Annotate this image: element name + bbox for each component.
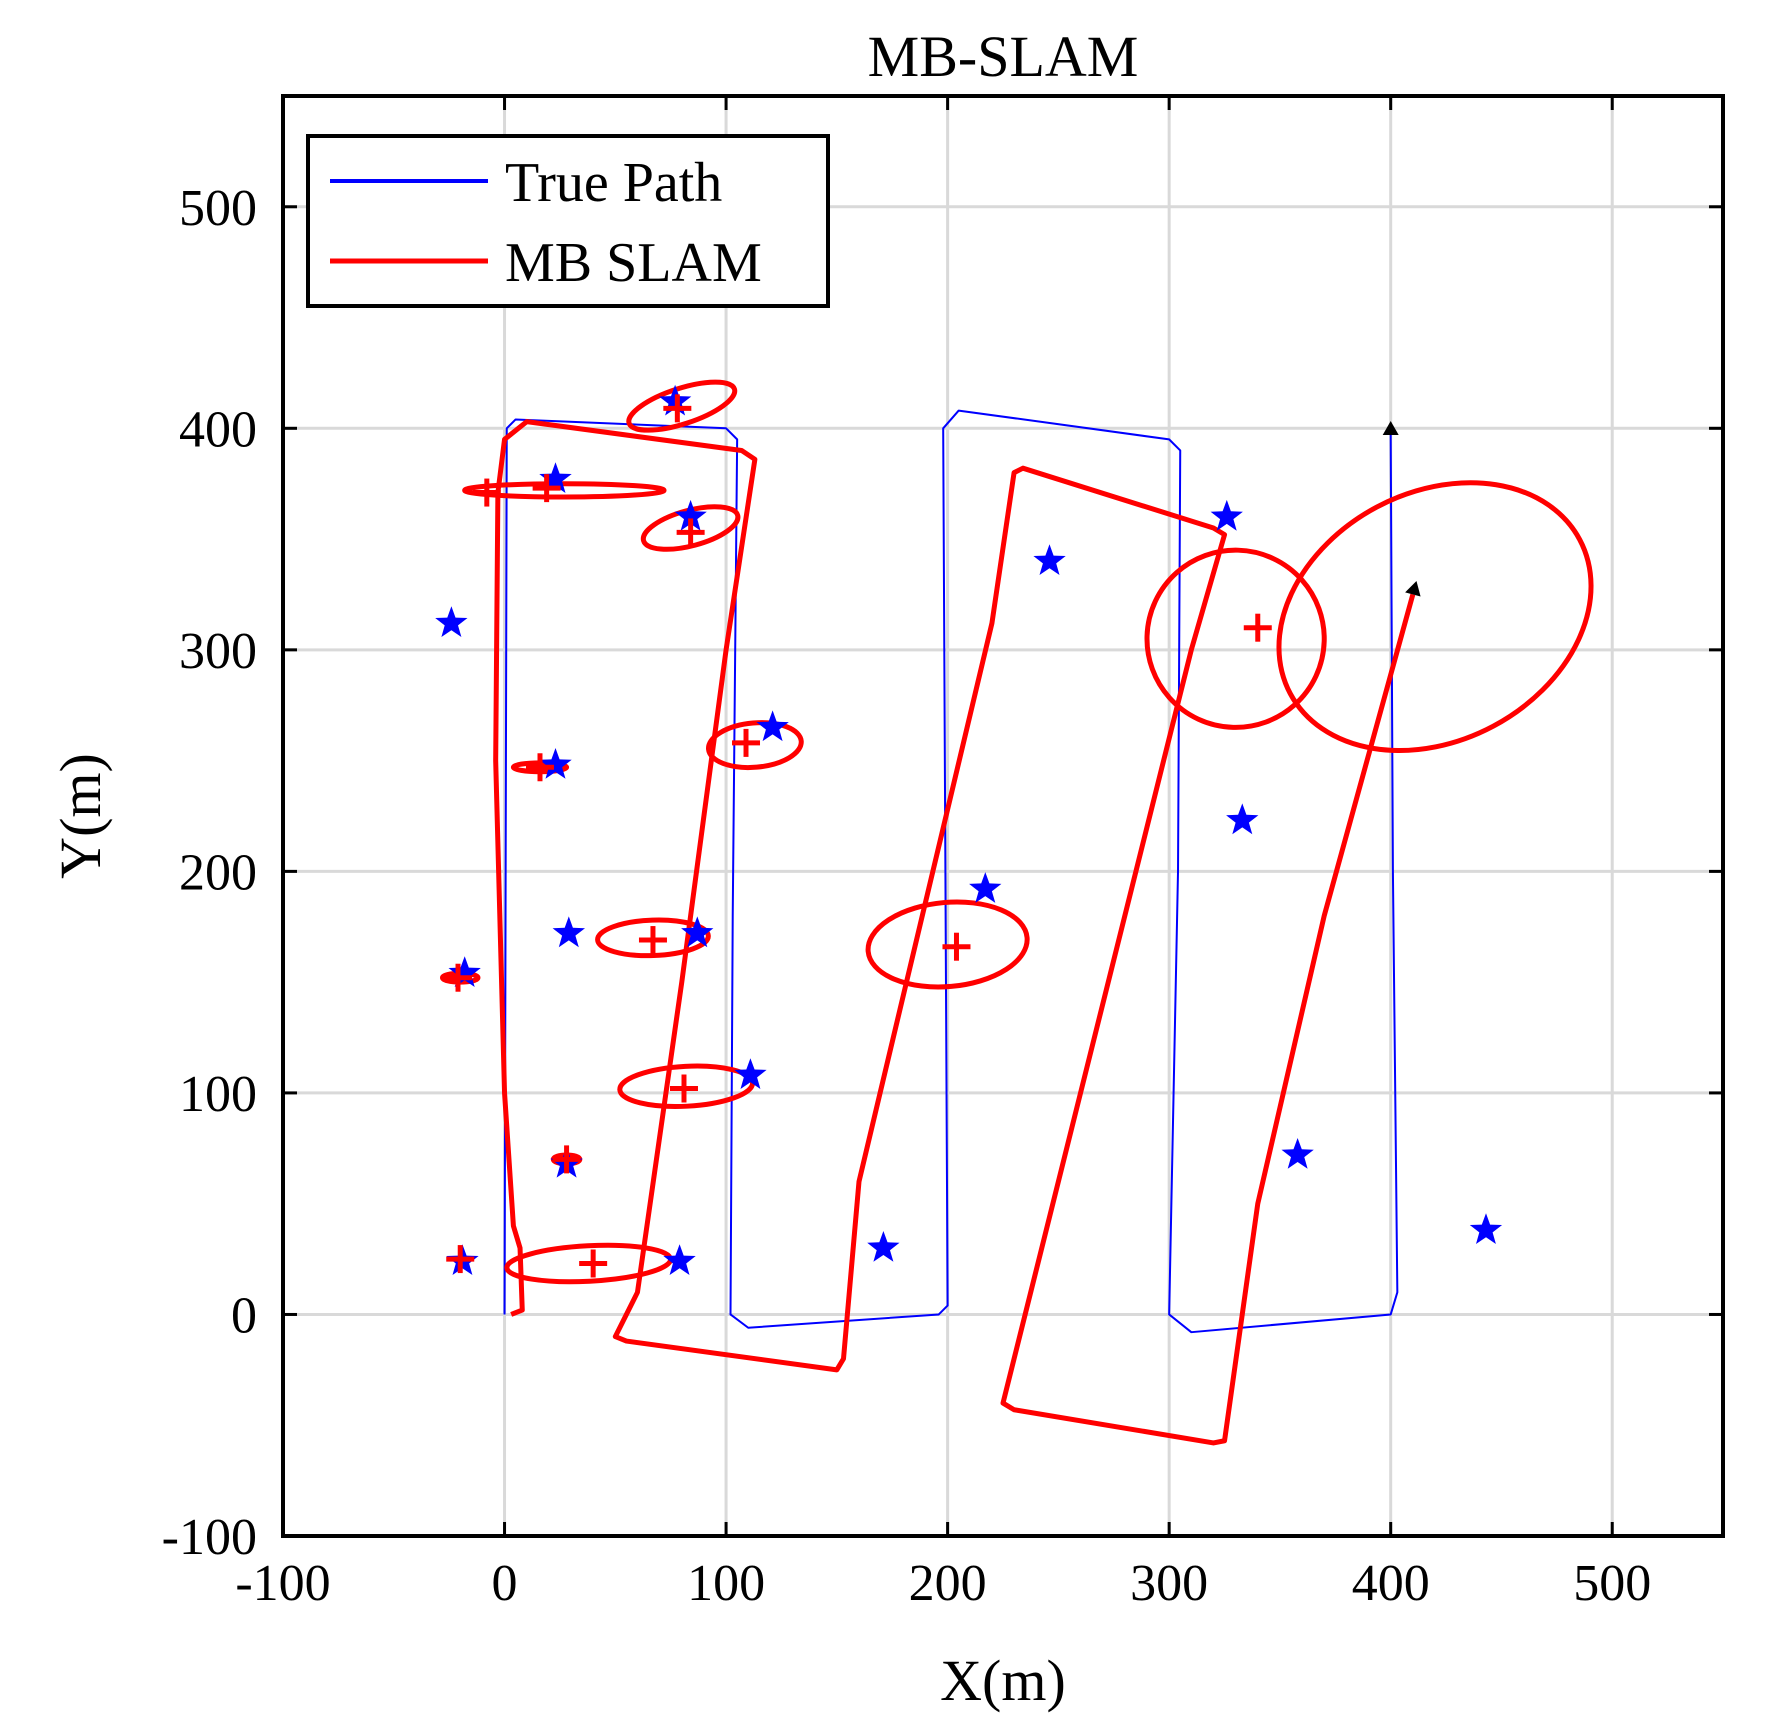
landmark-true-star [435,606,468,637]
landmark-true-star [674,499,707,531]
landmark-estimate-plus [638,926,667,955]
landmark-true-star [969,872,1002,903]
landmark-true-star [681,916,714,948]
landmark-estimate-plus [444,963,473,992]
plot-area [435,379,1594,1446]
x-tick-label: -100 [235,1555,330,1612]
landmark-estimate-plus [552,1145,581,1174]
heading-arrow [1382,420,1399,435]
x-tick-label: 500 [1573,1555,1651,1612]
landmark-estimate-plus [525,753,554,782]
y-tick-label: 400 [179,401,257,458]
x-tick-label: 400 [1352,1555,1430,1612]
axis-ticks: -100 0 100 200 300 400 500 -100 0 100 200 300 400 500 [162,96,1723,1612]
x-axis-label: X(m) [940,1648,1066,1713]
covariance-ellipse [640,504,741,552]
landmark-true-star [756,710,789,742]
landmark-true-star [539,748,572,779]
series-true-path [503,409,1399,1334]
y-tick-label: 100 [179,1066,257,1123]
landmark-true-star [1226,803,1259,835]
x-tick-label: 200 [909,1555,987,1612]
landmark-estimate-plus [732,728,761,757]
series-mb-slam [493,419,1416,1446]
covariance-ellipse [1144,547,1327,730]
plot-frame [281,94,1725,1538]
landmark-true-star [552,916,585,948]
legend-entry-true-path: True Path [505,152,722,214]
grid [281,96,1723,1538]
landmark-true-star [539,462,572,493]
landmark-true-star [867,1231,900,1262]
x-tick-label: 0 [492,1555,518,1612]
y-tick-label: 200 [179,844,257,901]
landmark-true-star [734,1058,767,1089]
y-tick-label: -100 [162,1509,257,1566]
covariance-ellipse [705,720,804,771]
landmark-estimate-plus [663,394,692,423]
landmark-true-star [448,956,481,987]
landmark-estimate-plus [446,1245,475,1274]
landmark-true-star [663,1244,696,1275]
landmark-true-star [1469,1213,1503,1244]
y-axis-label: Y(m) [48,753,113,879]
landmark-estimate-plus [669,1074,698,1103]
landmark-true-star [1033,544,1066,575]
landmark-estimate-plus [676,518,705,547]
x-tick-label: 100 [687,1555,765,1612]
legend: True Path MB SLAM [306,134,830,308]
covariance-ellipse [865,899,1030,990]
y-tick-label: 0 [231,1287,257,1344]
heading-arrow [1405,580,1421,597]
landmark-estimate-plus [1243,613,1272,642]
landmark-estimate-plus [579,1249,608,1278]
landmark-estimate-plus [942,932,971,961]
covariance-ellipse [1276,480,1594,753]
covariance-ellipse [462,481,667,500]
landmark-true-star [1210,499,1243,531]
y-tick-label: 500 [179,180,257,237]
landmark-estimate-plus [532,474,561,503]
landmark-estimate-plus [472,478,501,507]
chart-title: MB-SLAM [868,24,1139,89]
covariance-ellipse [595,917,711,959]
x-tick-label: 300 [1130,1555,1208,1612]
y-tick-label: 300 [179,623,257,680]
legend-box [306,134,830,308]
landmark-true-star [1281,1138,1314,1169]
legend-entry-mb-slam: MB SLAM [505,232,762,294]
